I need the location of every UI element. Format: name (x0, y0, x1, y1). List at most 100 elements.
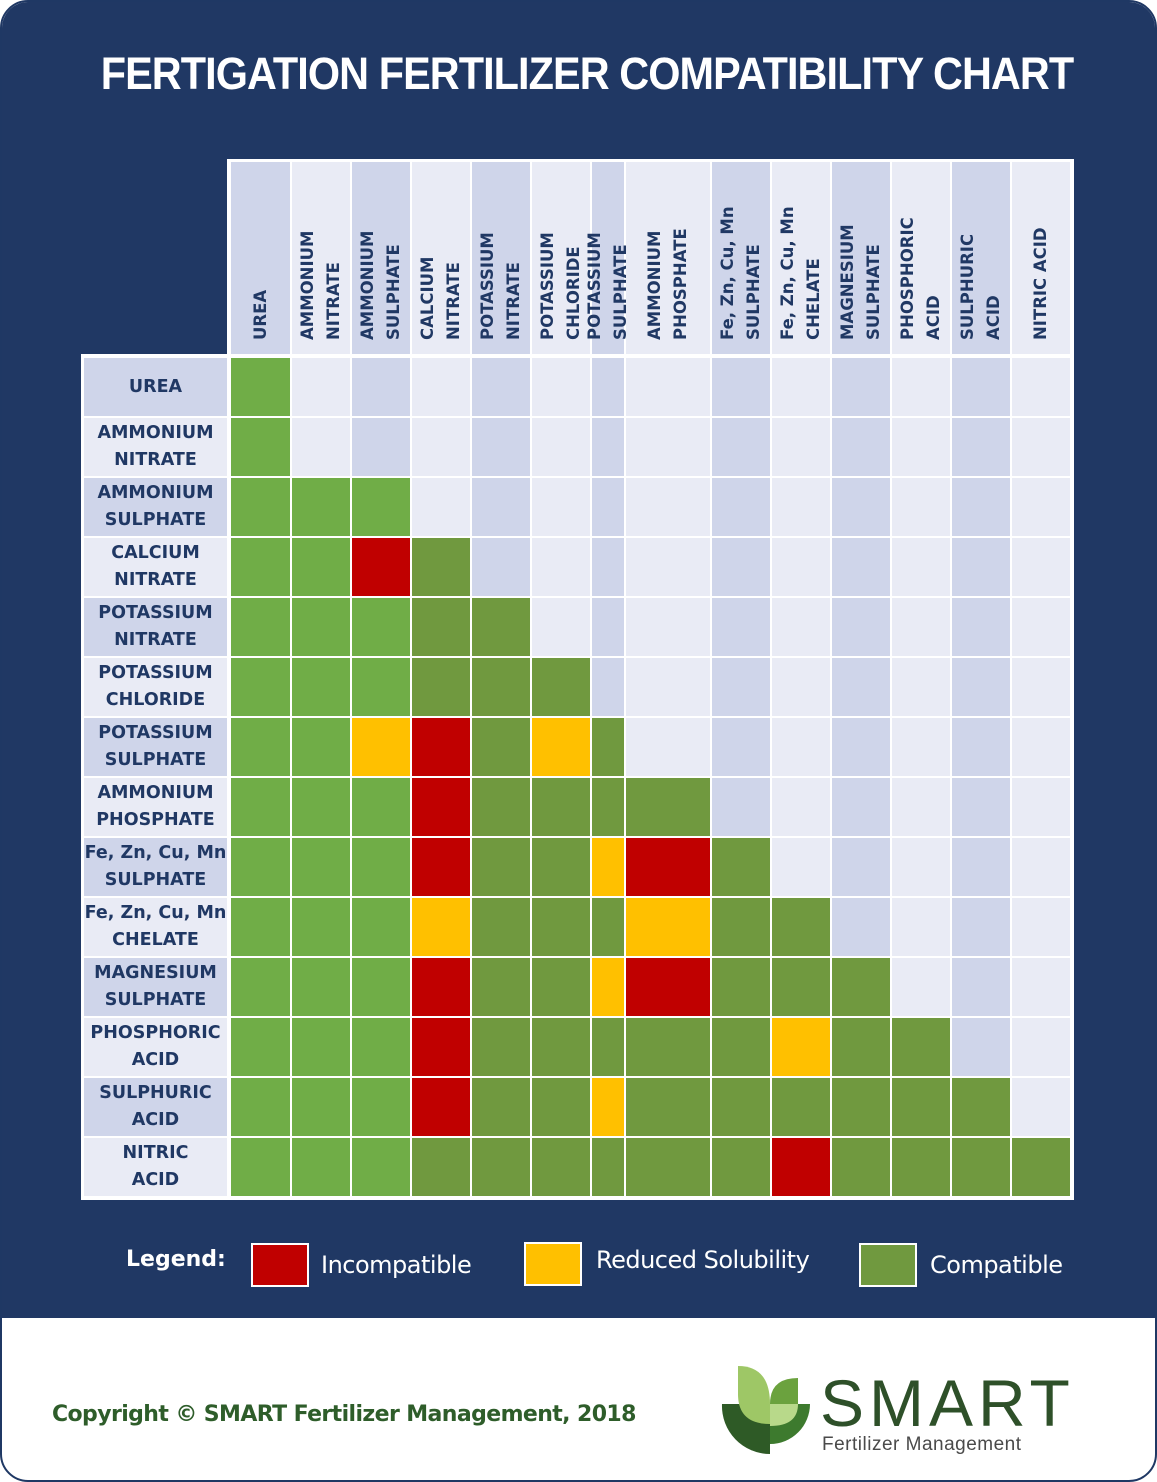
cell-compatible (231, 1138, 290, 1196)
cell-compatible (772, 958, 830, 1016)
cell-empty (592, 598, 624, 656)
cell-compatible (626, 1018, 710, 1076)
row-header: CALCIUM NITRATE (84, 538, 227, 596)
cell-empty (412, 418, 470, 476)
cell-compatible (412, 1138, 470, 1196)
cell-compatible (472, 598, 530, 656)
cell-compatible (952, 1138, 1010, 1196)
cell-compatible (292, 958, 350, 1016)
cell-empty (952, 958, 1010, 1016)
cell-empty (952, 658, 1010, 716)
cell-empty (892, 958, 950, 1016)
cell-empty (532, 598, 590, 656)
cell-compatible (532, 898, 590, 956)
cell-compatible (532, 1018, 590, 1076)
cell-empty (892, 538, 950, 596)
cell-compatible (832, 958, 890, 1016)
cell-compatible (472, 838, 530, 896)
cell-compatible (712, 958, 770, 1016)
cell-empty (712, 418, 770, 476)
column-header: Fe, Zn, Cu, Mn SULPHATE (712, 162, 770, 354)
cell-empty (892, 898, 950, 956)
cell-compatible (352, 898, 410, 956)
cell-empty (712, 478, 770, 536)
cell-empty (772, 418, 830, 476)
cell-empty (772, 598, 830, 656)
cell-compatible (626, 1138, 710, 1196)
cell-empty (1012, 838, 1070, 896)
column-header: AMMONIUM PHOSPHATE (626, 162, 710, 354)
cell-incompatible (412, 958, 470, 1016)
cell-empty (832, 658, 890, 716)
legend-label: Compatible (930, 1251, 1063, 1279)
cell-incompatible (626, 838, 710, 896)
cell-compatible (772, 1078, 830, 1136)
cell-compatible (712, 838, 770, 896)
cell-empty (1012, 958, 1070, 1016)
cell-empty (832, 478, 890, 536)
cell-compatible (712, 1078, 770, 1136)
logo-subtitle: Fertilizer Management (822, 1434, 1022, 1455)
cell-empty (292, 418, 350, 476)
cell-compatible (352, 1078, 410, 1136)
cell-compatible (231, 1018, 290, 1076)
cell-incompatible (412, 718, 470, 776)
cell-empty (832, 718, 890, 776)
cell-reduced-solubility (592, 958, 624, 1016)
row-header: POTASSIUM NITRATE (84, 598, 227, 656)
cell-empty (952, 358, 1010, 416)
cell-empty (626, 358, 710, 416)
cell-compatible (892, 1078, 950, 1136)
cell-empty (592, 478, 624, 536)
cell-empty (1012, 1078, 1070, 1136)
column-header-label: UREA (250, 289, 270, 340)
cell-empty (832, 778, 890, 836)
cell-compatible (231, 778, 290, 836)
cell-compatible (592, 1018, 624, 1076)
cell-reduced-solubility (412, 898, 470, 956)
row-header: POTASSIUM CHLORIDE (84, 658, 227, 716)
row-header: AMMONIUM SULPHATE (84, 478, 227, 536)
cell-compatible (472, 658, 530, 716)
cell-empty (1012, 1018, 1070, 1076)
column-header-label: PHOSPHORIC ACID (898, 217, 943, 340)
cell-empty (712, 598, 770, 656)
cell-empty (592, 418, 624, 476)
cell-empty (532, 478, 590, 536)
cell-compatible (532, 958, 590, 1016)
cell-empty (532, 418, 590, 476)
cell-compatible (292, 838, 350, 896)
cell-compatible (292, 778, 350, 836)
cell-empty (412, 358, 470, 416)
column-header: POTASSIUM NITRATE (472, 162, 530, 354)
cell-compatible (532, 658, 590, 716)
cell-empty (1012, 778, 1070, 836)
cell-compatible (712, 898, 770, 956)
leaf-logo-icon (721, 1366, 810, 1454)
cell-reduced-solubility (352, 718, 410, 776)
cell-empty (952, 478, 1010, 536)
column-header: AMMONIUM SULPHATE (352, 162, 410, 354)
column-header-label: AMMONIUM PHOSPHATE (645, 228, 690, 340)
column-header: AMMONIUM NITRATE (292, 162, 350, 354)
cell-empty (472, 538, 530, 596)
cell-empty (832, 838, 890, 896)
cell-compatible (472, 898, 530, 956)
cell-empty (1012, 538, 1070, 596)
copyright-text: Copyright © SMART Fertilizer Management,… (52, 1402, 636, 1427)
column-header-label: MAGNESIUM SULPHATE (838, 224, 883, 340)
cell-compatible (592, 1138, 624, 1196)
column-header: CALCIUM NITRATE (412, 162, 470, 354)
column-header: NITRIC ACID (1012, 162, 1070, 354)
column-header: SULPHURIC ACID (952, 162, 1010, 354)
cell-compatible (231, 418, 290, 476)
cell-empty (892, 778, 950, 836)
column-header: UREA (231, 162, 290, 354)
cell-compatible (532, 838, 590, 896)
cell-empty (532, 538, 590, 596)
cell-empty (412, 478, 470, 536)
cell-compatible (592, 898, 624, 956)
cell-empty (712, 718, 770, 776)
cell-empty (626, 718, 710, 776)
